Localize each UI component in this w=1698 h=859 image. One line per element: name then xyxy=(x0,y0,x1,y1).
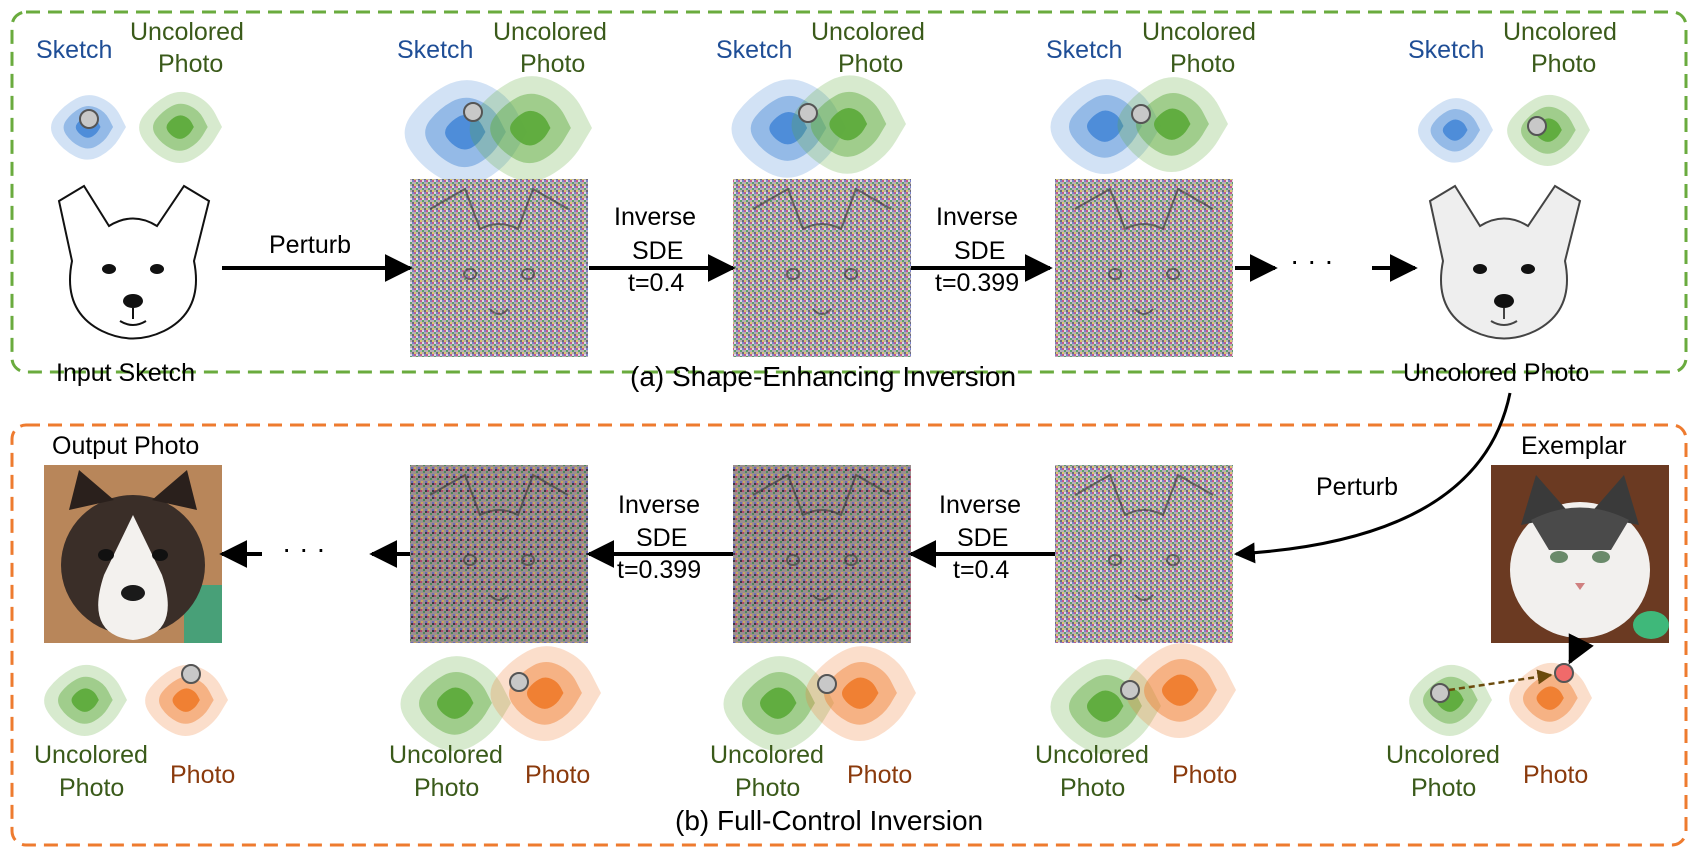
panel-b-caption: (b) Full-Control Inversion xyxy=(675,805,984,836)
sample-point xyxy=(79,109,99,129)
time-label: t=0.399 xyxy=(617,556,702,584)
perturb-arrow-b xyxy=(1233,392,1512,564)
time-label: t=0.399 xyxy=(935,269,1020,297)
sketch-dist-label: Sketch xyxy=(397,36,474,64)
uncolored-dist-label-l1: Uncolored xyxy=(1386,741,1500,769)
sde-label: SDE xyxy=(636,524,688,552)
denoised-image-step2 xyxy=(1055,179,1233,357)
sketch-distribution xyxy=(404,80,527,186)
perturb-label-a: Perturb xyxy=(269,231,351,259)
sketch-distribution xyxy=(1050,79,1161,175)
uncolored-distribution xyxy=(723,656,834,752)
perturb-label-b: Perturb xyxy=(1316,473,1398,501)
photo-distribution xyxy=(1509,662,1592,735)
uncolored-dist-label-l1: Uncolored xyxy=(710,741,824,769)
photo-dist-label: Photo xyxy=(847,761,913,789)
uncolored-distribution xyxy=(44,664,127,737)
uncolored-dist-label-l2: Photo xyxy=(838,50,904,78)
sample-point xyxy=(1430,683,1450,703)
inverse-label: Inverse xyxy=(614,203,696,231)
sample-point xyxy=(798,103,818,123)
panel-a-border xyxy=(10,10,1688,374)
sample-point xyxy=(509,672,529,692)
denoised-image-b-step2 xyxy=(410,465,588,643)
panel-a-caption: (a) Shape-Enhancing Inversion xyxy=(630,361,1017,392)
perturbed-sketch-image xyxy=(410,179,588,357)
sample-point xyxy=(181,664,201,684)
photo-distribution xyxy=(805,646,916,742)
uncolored-distribution xyxy=(469,76,592,182)
uncolored-distribution xyxy=(1409,664,1492,737)
uncolored-dist-label-l2: Photo xyxy=(414,774,480,802)
inverse-label: Inverse xyxy=(618,491,700,519)
uncolored-dist-label-l1: Uncolored xyxy=(34,741,148,769)
ellipsis-a: · · · xyxy=(1290,245,1334,276)
exemplar-to-photo-arrow xyxy=(1568,633,1594,665)
uncolored-distribution xyxy=(1507,94,1590,167)
uncolored-distribution xyxy=(400,656,511,752)
sample-point xyxy=(1131,104,1151,124)
uncolored-dist-label-l1: Uncolored xyxy=(389,741,503,769)
photo-distribution xyxy=(490,646,601,742)
denoised-image-b-step1 xyxy=(733,465,911,643)
sample-point xyxy=(1554,663,1574,683)
uncolored-dist-label-l1: Uncolored xyxy=(1503,18,1617,46)
perturbed-uncolored-image xyxy=(1055,465,1233,643)
output-photo-label: Output Photo xyxy=(52,432,200,460)
uncolored-distribution xyxy=(1117,77,1228,173)
uncolored-photo-image xyxy=(1415,181,1593,359)
uncolored-dist-label-l2: Photo xyxy=(1531,50,1597,78)
ellipsis-b: · · · xyxy=(282,533,326,564)
input-sketch-image xyxy=(44,181,222,359)
uncolored-distribution xyxy=(791,75,906,174)
uncolored-dist-label-l1: Uncolored xyxy=(1142,18,1256,46)
input-sketch-label: Input Sketch xyxy=(56,359,195,387)
sketch-dist-label: Sketch xyxy=(1046,36,1123,64)
photo-dist-label: Photo xyxy=(1172,761,1238,789)
time-label: t=0.4 xyxy=(628,269,685,297)
sketch-dist-label: Sketch xyxy=(1408,36,1485,64)
uncolored-dist-label-l2: Photo xyxy=(59,774,125,802)
sde-label: SDE xyxy=(957,524,1009,552)
inverse-label: Inverse xyxy=(936,203,1018,231)
exemplar-image xyxy=(1491,465,1669,643)
uncolored-dist-label-l1: Uncolored xyxy=(1035,741,1149,769)
exemplar-label: Exemplar xyxy=(1521,432,1627,460)
photo-distribution xyxy=(145,664,228,737)
denoised-image-step1 xyxy=(733,179,911,357)
uncolored-dist-label-l2: Photo xyxy=(520,50,586,78)
output-photo-image xyxy=(44,465,222,643)
sketch-dist-label: Sketch xyxy=(36,36,113,64)
sde-label: SDE xyxy=(954,237,1006,265)
photo-dist-label: Photo xyxy=(1523,761,1589,789)
sample-point xyxy=(817,674,837,694)
sde-label: SDE xyxy=(632,237,684,265)
uncolored-photo-label: Uncolored Photo xyxy=(1403,359,1590,387)
uncolored-dist-label-l2: Photo xyxy=(1170,50,1236,78)
uncolored-dist-label-l2: Photo xyxy=(1060,774,1126,802)
sample-point xyxy=(463,102,483,122)
sketch-distribution xyxy=(731,79,846,178)
uncolored-dist-label-l2: Photo xyxy=(1411,774,1477,802)
sketch-distribution xyxy=(1417,98,1493,163)
uncolored-dist-label-l1: Uncolored xyxy=(130,18,244,46)
sample-point xyxy=(1120,680,1140,700)
photo-dist-label: Photo xyxy=(170,761,236,789)
uncolored-dist-label-l2: Photo xyxy=(158,50,224,78)
sketch-dist-label: Sketch xyxy=(716,36,793,64)
uncolored-dist-label-l1: Uncolored xyxy=(493,18,607,46)
uncolored-dist-label-l1: Uncolored xyxy=(811,18,925,46)
time-label: t=0.4 xyxy=(953,556,1010,584)
panel-b-border xyxy=(10,423,1688,847)
uncolored-distribution xyxy=(139,91,222,164)
uncolored-dist-label-l2: Photo xyxy=(735,774,801,802)
photo-dist-label: Photo xyxy=(525,761,591,789)
photo-distribution xyxy=(1125,643,1236,739)
guidance-dashed-arrow xyxy=(1448,669,1553,692)
sample-point xyxy=(1527,116,1547,136)
inverse-label: Inverse xyxy=(939,491,1021,519)
